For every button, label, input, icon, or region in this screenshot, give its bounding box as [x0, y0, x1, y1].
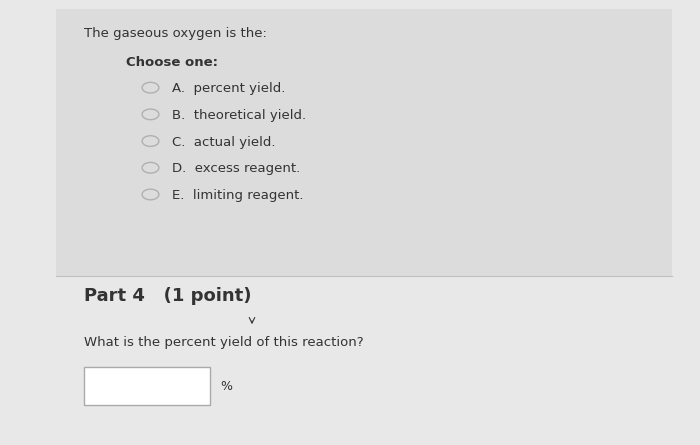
Text: B.  theoretical yield.: B. theoretical yield.	[172, 109, 306, 122]
Text: %: %	[220, 380, 232, 392]
FancyBboxPatch shape	[84, 367, 210, 405]
Text: What is the percent yield of this reaction?: What is the percent yield of this reacti…	[84, 336, 363, 349]
Text: E.  limiting reagent.: E. limiting reagent.	[172, 189, 303, 202]
Text: 72.21: 72.21	[91, 380, 127, 392]
Text: Part 4   (1 point): Part 4 (1 point)	[84, 287, 251, 305]
Text: Choose one:: Choose one:	[126, 56, 218, 69]
FancyBboxPatch shape	[56, 276, 672, 445]
FancyBboxPatch shape	[56, 9, 672, 276]
Text: A.  percent yield.: A. percent yield.	[172, 82, 285, 95]
Text: D.  excess reagent.: D. excess reagent.	[172, 162, 300, 175]
Text: C.  actual yield.: C. actual yield.	[172, 136, 275, 149]
Text: The gaseous oxygen is the:: The gaseous oxygen is the:	[84, 27, 267, 40]
